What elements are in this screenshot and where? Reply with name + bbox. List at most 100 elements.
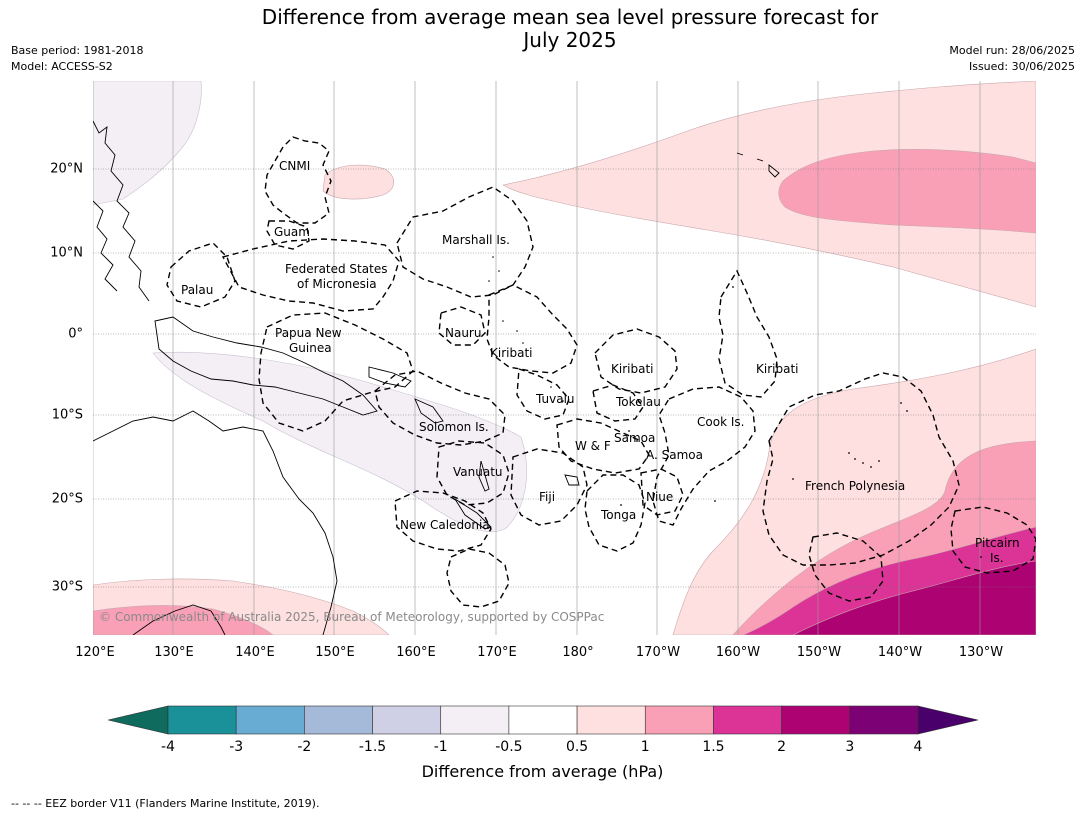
field-positive-north-east xyxy=(502,81,1036,308)
eez-cnmi xyxy=(264,136,332,224)
eez-wf-samoa xyxy=(556,418,650,474)
model-run: Model run: 28/06/2025 xyxy=(949,44,1075,57)
model-name: Model: ACCESS-S2 xyxy=(11,60,113,73)
label-palau: Palau xyxy=(181,283,213,297)
colorbar-swatch xyxy=(781,705,851,735)
coast-new-britain xyxy=(368,366,412,388)
lat-label: 10°S xyxy=(51,407,83,423)
lon-label: 130°W xyxy=(958,645,1004,660)
lon-label: 140°W xyxy=(877,645,923,660)
colorbar-swatch xyxy=(235,705,305,735)
label-kiribati-central: Kiribati xyxy=(611,362,653,376)
eez-kiribati-gilberts xyxy=(486,284,578,374)
colorbar-swatch xyxy=(304,705,373,735)
graticule xyxy=(93,81,981,635)
colorbar-swatch xyxy=(713,705,782,735)
label-kiribati-west: Kiribati xyxy=(490,346,532,360)
field-negative-south xyxy=(152,351,527,533)
label-wf: W & F xyxy=(575,439,611,453)
lon-label: 170°W xyxy=(635,645,681,660)
copyright-notice: © Commonwealth of Australia 2025, Bureau… xyxy=(99,610,604,624)
title-line-2: July 2025 xyxy=(523,28,617,52)
colorbar-swatches xyxy=(108,705,979,735)
lon-label: 130°E xyxy=(154,645,194,660)
eez-png xyxy=(258,312,414,432)
eez-kiribati-phoenix xyxy=(594,328,678,394)
label-png-1: Papua New xyxy=(275,326,342,340)
colorbar-title: Difference from average (hPa) xyxy=(421,762,664,781)
issued-date: Issued: 30/06/2025 xyxy=(968,60,1075,73)
eez-tokelau xyxy=(592,384,644,422)
colorbar-tick-label: -1.5 xyxy=(359,739,386,755)
island-dots xyxy=(488,256,982,558)
colorbar-tick-label: -4 xyxy=(161,739,175,755)
field-strong-north-east xyxy=(778,149,1036,234)
colorbar-tick-label: 1.5 xyxy=(702,739,724,755)
label-kiribati-east: Kiribati xyxy=(756,362,798,376)
lon-label: 120°E xyxy=(75,645,115,660)
colorbar-tick-label: 1 xyxy=(641,739,650,755)
latitude-lines xyxy=(93,168,1036,588)
eez-fsm xyxy=(221,238,400,312)
label-pitcairn-1: Pitcairn xyxy=(975,536,1020,550)
colorbar-swatch xyxy=(849,705,919,735)
colorbar-swatch xyxy=(167,705,237,735)
lon-label: 180° xyxy=(562,645,594,660)
field-negative-north xyxy=(93,81,202,206)
colorbar-swatch xyxy=(576,705,646,735)
field-medium-south-west xyxy=(93,605,274,635)
eez-palau xyxy=(166,242,236,308)
label-png-2: Guinea xyxy=(289,341,332,355)
eez-pitcairn xyxy=(950,506,1036,574)
colorbar-tick-label: 4 xyxy=(914,739,923,755)
colorbar-tick-label: -1 xyxy=(434,739,448,755)
anomaly-fields xyxy=(93,81,1036,635)
coast-new-caledonia xyxy=(454,498,492,530)
coast-solomon xyxy=(414,398,444,424)
pressure-anomaly-map: CNMI Guam Palau Federated States of Micr… xyxy=(93,81,1036,635)
eez-cook xyxy=(652,386,756,526)
eez-guam xyxy=(266,220,310,250)
label-pitcairn-2: Is. xyxy=(990,551,1004,565)
colorbar-tick-label: -0.5 xyxy=(495,739,522,755)
coast-philippines xyxy=(93,120,150,302)
label-cook: Cook Is. xyxy=(697,415,744,429)
colorbar-tick-label: -3 xyxy=(229,739,243,755)
lat-label: 30°S xyxy=(51,579,83,595)
label-cnmi: CNMI xyxy=(279,159,310,173)
label-fsm-2: of Micronesia xyxy=(297,277,377,291)
label-french-polynesia: French Polynesia xyxy=(805,479,905,493)
coast-fiji xyxy=(564,474,580,486)
eez-kiribati-line xyxy=(718,269,778,398)
eez-french-polynesia xyxy=(762,372,960,566)
label-solomon: Solomon Is. xyxy=(419,420,489,434)
lon-label: 150°W xyxy=(796,645,842,660)
coast-new-zealand xyxy=(132,604,226,635)
lon-label: 170°E xyxy=(477,645,517,660)
colorbar-arrow-high xyxy=(917,705,979,735)
coast-australia xyxy=(93,410,338,635)
lat-label: 20°S xyxy=(51,491,83,507)
place-labels: CNMI Guam Palau Federated States of Micr… xyxy=(181,159,1020,565)
label-fsm-1: Federated States xyxy=(285,262,387,276)
lon-label: 160°E xyxy=(396,645,436,660)
coastlines xyxy=(93,120,780,635)
label-vanuatu: Vanuatu xyxy=(453,465,503,479)
eez-fiji xyxy=(510,448,588,526)
colorbar-swatch xyxy=(508,705,578,735)
run-info: Model run: 28/06/2025 Issued: 30/06/2025 xyxy=(949,43,1075,75)
lon-label: 160°W xyxy=(715,645,761,660)
eez-legend-note: -- -- -- EEZ border V11 (Flanders Marine… xyxy=(11,797,320,810)
label-guam: Guam xyxy=(274,225,310,239)
colorbar-swatch xyxy=(644,705,714,735)
page-title: Difference from average mean sea level p… xyxy=(0,6,1085,52)
eez-niue xyxy=(640,468,684,516)
title-line-1: Difference from average mean sea level p… xyxy=(261,5,879,29)
label-tonga: Tonga xyxy=(600,508,636,522)
label-niue: Niue xyxy=(646,490,673,504)
coast-hawaii xyxy=(736,152,780,178)
coast-new-guinea xyxy=(154,316,378,416)
eez-nauru xyxy=(438,306,486,346)
lat-label: 0° xyxy=(68,326,83,342)
coast-philippines-2 xyxy=(93,200,118,292)
